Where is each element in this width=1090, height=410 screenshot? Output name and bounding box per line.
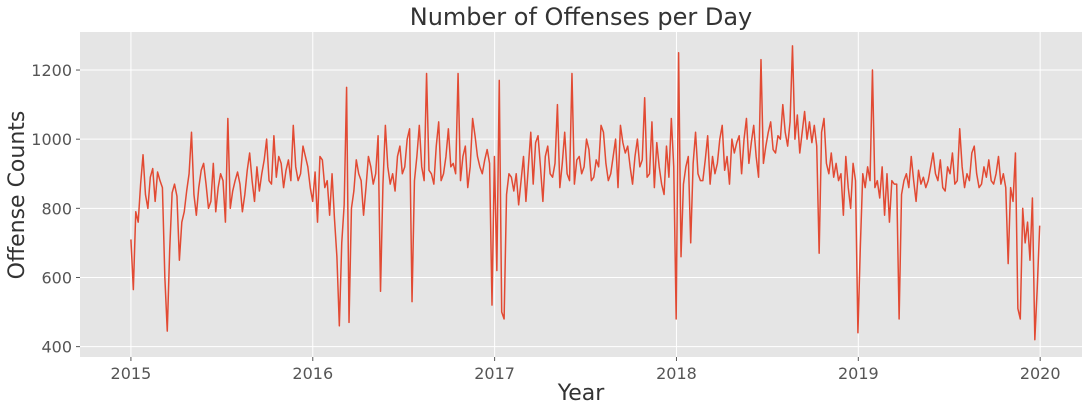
x-axis-ticks: 2015 2016 2017 2018 2019 2020	[111, 357, 1061, 383]
gridlines	[80, 32, 1082, 357]
chart-title: Number of Offenses per Day	[410, 3, 753, 31]
x-axis-label: Year	[557, 381, 606, 406]
x-tick-label: 2019	[838, 364, 879, 383]
x-tick-label: 2020	[1020, 364, 1061, 383]
y-tick-label: 800	[41, 199, 72, 218]
y-tick-label: 1000	[31, 130, 72, 149]
x-tick-label: 2016	[292, 364, 333, 383]
x-tick-label: 2015	[111, 364, 152, 383]
y-axis-label: Offense Counts	[5, 111, 30, 280]
y-axis-ticks: 400 600 800 1000 1200	[31, 61, 80, 357]
series-line	[130, 45, 1041, 341]
x-tick-label: 2017	[474, 364, 515, 383]
y-tick-label: 600	[41, 268, 72, 287]
x-tick-label: 2018	[656, 364, 697, 383]
y-tick-label: 400	[41, 338, 72, 357]
y-tick-label: 1200	[31, 61, 72, 80]
